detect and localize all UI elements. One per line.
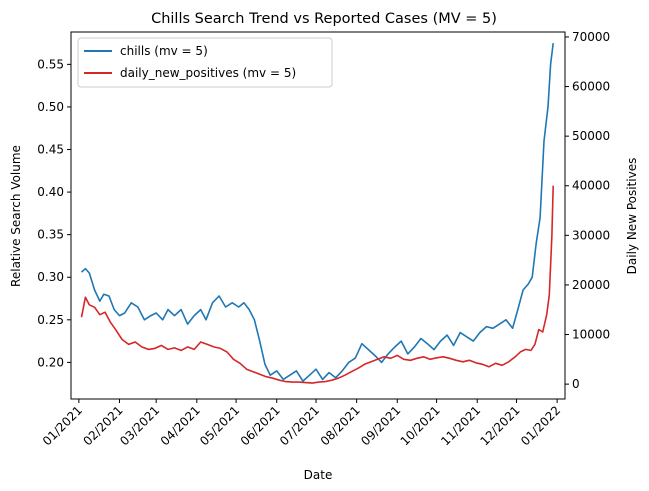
chart-title: Chills Search Trend vs Reported Cases (M… [151, 11, 497, 27]
left-y-tick-label: 0.35 [37, 228, 64, 242]
left-y-tick-label: 0.55 [37, 57, 64, 71]
plot-area [70, 31, 566, 400]
series-line-daily-new-positives [80, 185, 554, 384]
left-y-tick-label: 0.50 [37, 100, 64, 114]
right-y-tick-label: 20000 [572, 278, 610, 292]
left-y-axis-ticks: 0.20 0.25 0.30 0.35 0.40 0.45 0.50 0.55 [37, 57, 71, 369]
right-y-tick-label: 70000 [572, 30, 610, 44]
left-y-axis-label: Relative Search Volume [9, 145, 23, 287]
series-lines [80, 43, 554, 384]
legend-box [77, 37, 333, 88]
right-y-tick-label: 40000 [572, 179, 610, 193]
left-y-tick-label: 0.40 [37, 185, 64, 199]
right-y-tick-label: 0 [572, 377, 580, 391]
right-y-axis-label: Daily New Positives [625, 158, 639, 275]
legend-label-chills: chills (mv = 5) [120, 44, 208, 58]
axes-frame [70, 31, 566, 400]
left-y-tick-label: 0.30 [37, 270, 64, 284]
right-y-tick-label: 30000 [572, 228, 610, 242]
right-y-tick-label: 10000 [572, 328, 610, 342]
right-y-tick-label: 50000 [572, 129, 610, 143]
left-y-tick-label: 0.20 [37, 355, 64, 369]
x-axis-label: Date [304, 468, 333, 482]
legend: chills (mv = 5) daily_new_positives (mv … [77, 37, 333, 88]
right-y-axis-ticks: 0 10000 20000 30000 40000 50000 60000 70000 [565, 30, 610, 391]
left-y-tick-label: 0.25 [37, 313, 64, 327]
series-line-chills [80, 43, 554, 382]
right-y-tick-label: 60000 [572, 80, 610, 94]
legend-label-daily-new-positives: daily_new_positives (mv = 5) [120, 66, 296, 80]
left-y-tick-label: 0.45 [37, 143, 64, 157]
